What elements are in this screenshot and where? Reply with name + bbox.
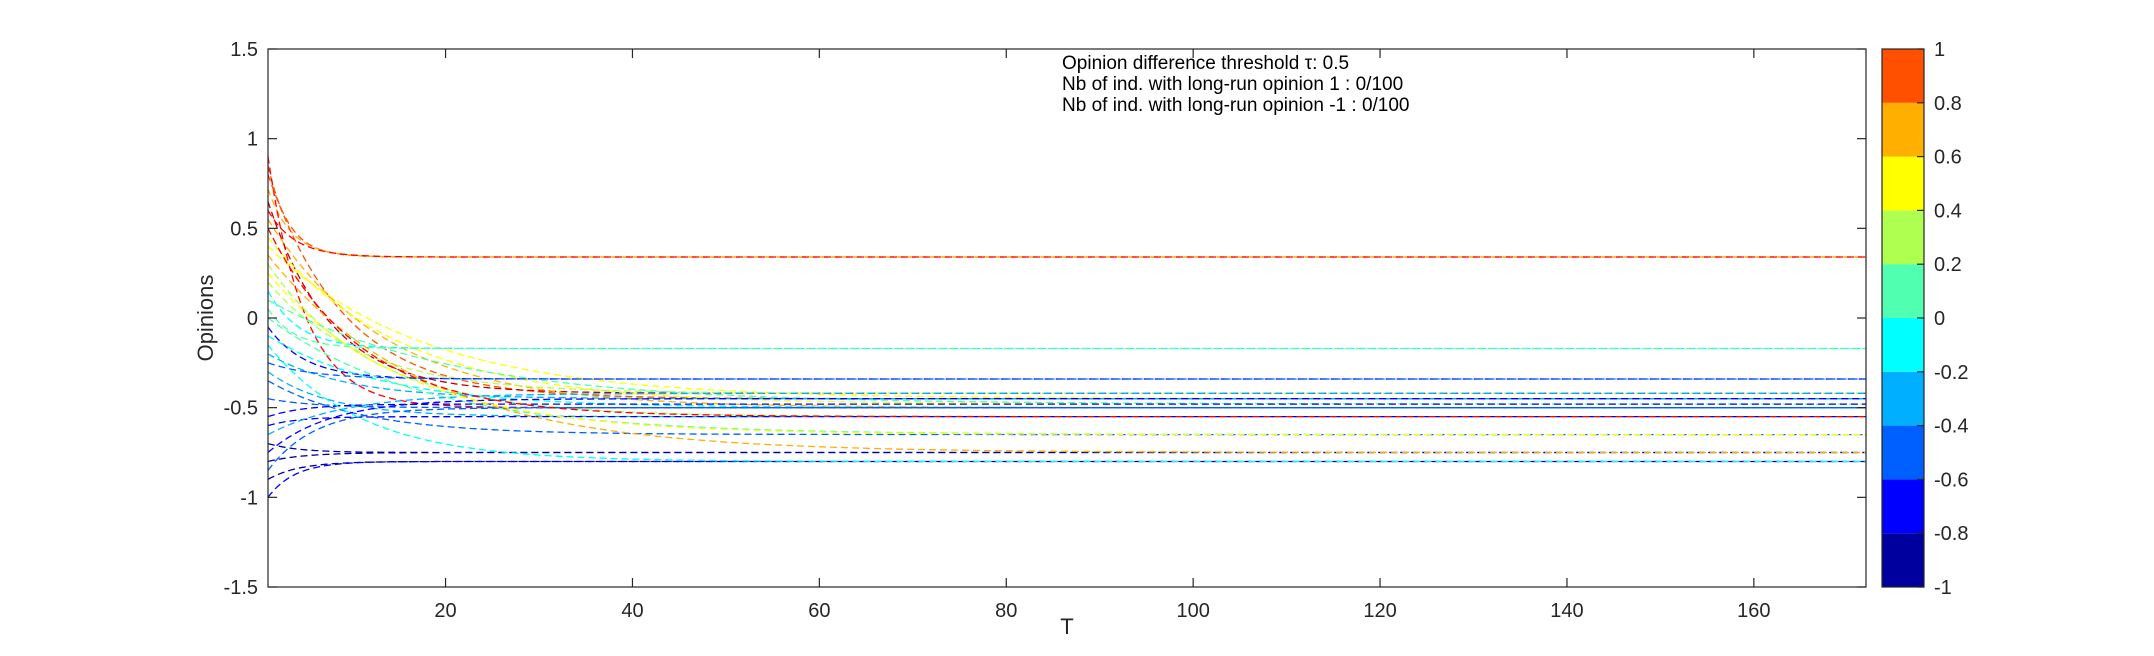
annotation-threshold: Opinion difference threshold τ: 0.5: [1062, 53, 1349, 74]
x-tick-label-7: 140: [1550, 600, 1583, 622]
y-axis-ticks: 1.5 1 0.5 0 -0.5 -1 -1.5: [224, 39, 1866, 599]
colorbar-band-5: [1882, 318, 1924, 372]
series-layer: [268, 156, 1866, 498]
y-axis-label: Opinions: [193, 275, 218, 362]
colorbar-tick-label-3: 0.6: [1934, 147, 1962, 169]
colorbar-ticks: 1 0.8 0.6 0.4 0.2 0 -0.2 -0.4 -0.6 -0.8 -1: [1917, 39, 1968, 599]
colorbar-tick-label-2: 0.8: [1934, 93, 1962, 115]
x-tick-label-1: 20: [434, 600, 456, 622]
colorbar-band-3: [1882, 425, 1924, 480]
colorbar-band-9: [1882, 102, 1924, 157]
colorbar-band-10: [1882, 49, 1924, 103]
opinion-series-34: [268, 344, 1866, 463]
opinion-series-35: [268, 228, 1866, 418]
y-tick-label-2: 1: [247, 129, 258, 151]
x-tick-label-4: 80: [995, 600, 1017, 622]
opinion-series-6: [268, 201, 1866, 394]
opinion-series-14: [268, 326, 1866, 380]
colorbar-tick-label-11: -1: [1934, 577, 1952, 599]
colorbar-tick-label-1: 1: [1934, 39, 1945, 61]
x-tick-label-5: 100: [1176, 600, 1209, 622]
y-tick-label-3: 0.5: [230, 218, 258, 240]
y-tick-label-1: 1.5: [230, 39, 258, 61]
x-axis-ticks: 20 40 60 80 100 120 140 160: [434, 49, 1771, 622]
x-tick-label-2: 40: [621, 600, 643, 622]
colorbar-tick-label-8: -0.4: [1934, 416, 1968, 438]
colorbar-band-8: [1882, 156, 1924, 211]
opinion-series-5: [268, 174, 1866, 400]
colorbar-tick-label-6: 0: [1934, 308, 1945, 330]
opinion-series-21: [268, 398, 1866, 409]
colorbar-tick-label-4: 0.4: [1934, 200, 1962, 222]
opinion-series-31: [268, 254, 1866, 454]
opinion-series-23: [268, 415, 1866, 427]
colorbar-band-4: [1882, 371, 1924, 426]
colorbar-bands: [1882, 49, 1924, 587]
annotation-long-run-minus: Nb of ind. with long-run opinion -1 : 0/…: [1062, 95, 1410, 116]
x-tick-label-6: 120: [1363, 600, 1396, 622]
x-axis-label: T: [1060, 614, 1073, 639]
y-tick-label-6: -1: [240, 487, 258, 509]
opinion-series-11: [268, 281, 1866, 394]
annotation-long-run-plus: Nb of ind. with long-run opinion 1 : 0/1…: [1062, 74, 1403, 95]
colorbar-band-2: [1882, 479, 1924, 534]
opinion-series-22: [268, 403, 1866, 418]
opinion-series-28: [268, 407, 1866, 471]
colorbar-tick-label-5: 0.2: [1934, 254, 1962, 276]
colorbar-band-6: [1882, 264, 1924, 318]
plot-area: 20 40 60 80 100 120 140 160 1.5 1 0.5 0 -0.5 -1 -1.5: [224, 39, 1867, 622]
opinion-series-13: [268, 308, 1866, 350]
annotation-block: Opinion difference threshold τ: 0.5 Nb o…: [1062, 53, 1410, 116]
colorbar-band-1: [1882, 533, 1924, 587]
opinion-series-32: [268, 272, 1866, 436]
opinion-series-29: [268, 398, 1866, 453]
y-tick-label-7: -1.5: [224, 577, 258, 599]
opinion-series-3: [268, 210, 1866, 258]
colorbar-tick-label-10: -0.8: [1934, 523, 1968, 545]
y-tick-label-4: 0: [247, 308, 258, 330]
colorbar-tick-label-9: -0.6: [1934, 469, 1968, 491]
x-tick-label-3: 60: [808, 600, 830, 622]
colorbar: 1 0.8 0.6 0.4 0.2 0 -0.2 -0.4 -0.6 -0.8 -1: [1881, 39, 1968, 599]
opinion-series-33: [268, 362, 1866, 380]
colorbar-tick-label-7: -0.2: [1934, 362, 1968, 384]
opinion-series-30: [268, 392, 1866, 436]
colorbar-band-7: [1882, 210, 1924, 265]
y-tick-label-5: -0.5: [224, 398, 258, 420]
x-tick-label-8: 160: [1737, 600, 1770, 622]
